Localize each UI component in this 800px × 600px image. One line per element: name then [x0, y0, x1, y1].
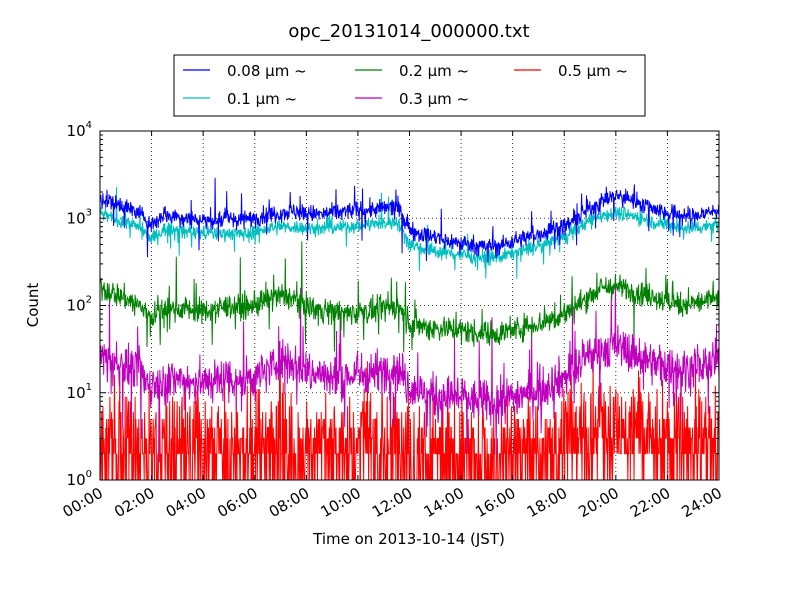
y-axis-label: Count: [24, 283, 42, 328]
y-tick-label: 104: [67, 120, 92, 140]
series-line-0-5-m: [100, 351, 719, 480]
series-line-0-08-m: [100, 177, 719, 263]
legend-label-0-3-m: 0.3 μm ~: [399, 90, 469, 108]
chart-title: opc_20131014_000000.txt: [288, 21, 529, 42]
legend-label-0-08-m: 0.08 μm ~: [227, 62, 307, 80]
x-axis-label: Time on 2013-10-14 (JST): [312, 530, 505, 548]
legend-label-0-5-m: 0.5 μm ~: [558, 62, 628, 80]
series-line-0-2-m: [100, 241, 719, 353]
y-tick-label: 103: [67, 207, 92, 227]
legend-label-0-2-m: 0.2 μm ~: [399, 62, 469, 80]
series-line-0-1-m: [100, 187, 719, 279]
series-line-0-3-m: [100, 276, 719, 463]
legend: 0.08 μm ~ 0.1 μm ~ 0.2 μm ~ 0.3 μm ~ 0.5 μm …: [173, 54, 646, 117]
legend-box: [173, 54, 646, 117]
y-tick-label: 100: [67, 469, 92, 489]
legend-label-0-1-m: 0.1 μm ~: [227, 90, 297, 108]
plot-area: [100, 131, 719, 480]
y-tick-label: 102: [67, 295, 92, 315]
y-tick-label: 101: [67, 382, 92, 402]
